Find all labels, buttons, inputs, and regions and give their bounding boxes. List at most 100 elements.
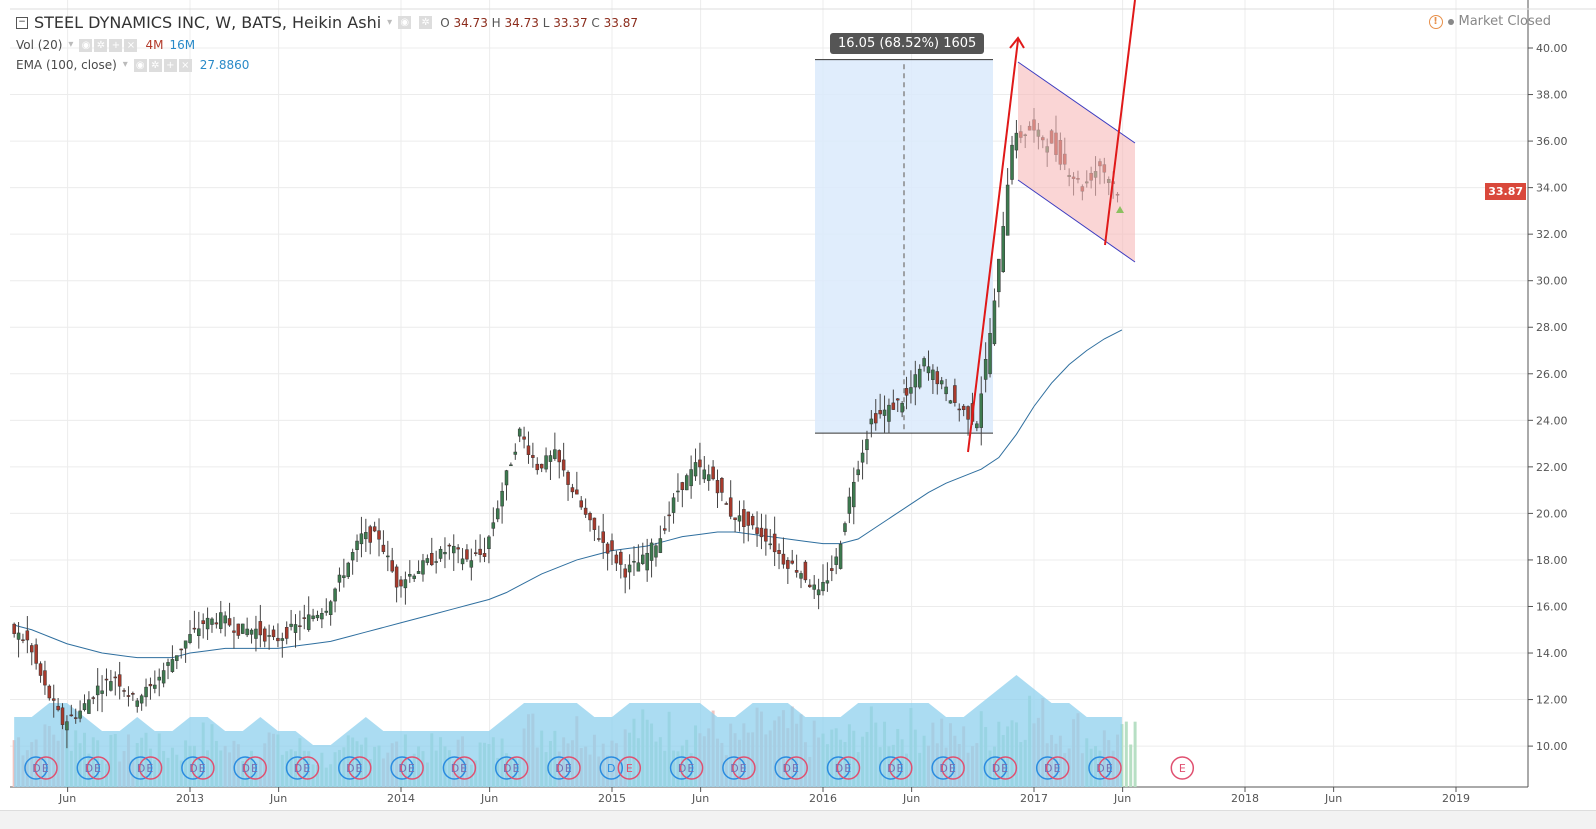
event-marker[interactable]: DE: [285, 756, 320, 780]
candle-body: [509, 464, 513, 467]
event-marker[interactable]: DE: [24, 756, 58, 780]
candle-body: [706, 474, 711, 481]
candle-body: [772, 533, 777, 553]
dividend-icon: [931, 756, 955, 780]
event-marker[interactable]: DE: [76, 756, 111, 780]
dividend-icon: [879, 756, 903, 780]
event-marker[interactable]: DE: [879, 756, 913, 780]
candle-body: [917, 368, 922, 388]
volume-legend[interactable]: Vol (20) ▾ ◉ ✲ + × 4M 16M: [16, 37, 195, 52]
candle-body: [895, 398, 900, 401]
event-marker[interactable]: DE: [722, 756, 756, 780]
event-marker[interactable]: DE: [983, 756, 1018, 780]
candle-body: [144, 686, 148, 698]
dividend-icon: [1035, 756, 1060, 780]
event-marker[interactable]: DE: [931, 756, 965, 780]
ema-line: [14, 329, 1123, 659]
candle-body: [456, 547, 460, 550]
eye-icon[interactable]: ◉: [79, 39, 93, 52]
ohlc-values: O 34.73 H 34.73 L 33.37 C 33.87: [440, 15, 638, 30]
candle-body: [825, 580, 830, 584]
x-tick-label: Jun: [902, 792, 920, 805]
event-marker[interactable]: DE: [442, 756, 477, 780]
event-marker[interactable]: E: [617, 756, 642, 780]
candle-body: [843, 523, 847, 532]
earnings-icon: [732, 756, 756, 780]
dividend-icon: [599, 756, 624, 780]
event-marker[interactable]: DE: [181, 756, 215, 780]
event-marker[interactable]: DE: [1035, 756, 1070, 780]
event-label: DE: [137, 762, 154, 775]
dividend-icon: [722, 756, 746, 780]
candle-body: [434, 561, 438, 563]
candle-body: [548, 455, 553, 462]
event-marker[interactable]: DE: [390, 756, 424, 780]
y-tick-label: 16.00: [1536, 600, 1568, 613]
candle-body: [544, 455, 548, 470]
candle-body: [794, 570, 799, 573]
event-marker[interactable]: DE: [233, 756, 267, 780]
candle-body: [188, 634, 192, 643]
dividend-icon: [547, 756, 571, 780]
candle-body: [175, 655, 179, 661]
candle-body: [183, 640, 188, 649]
candle-body: [364, 532, 368, 540]
candle-body: [522, 436, 526, 440]
candle-body: [73, 717, 78, 719]
symbol-legend[interactable]: − STEEL DYNAMICS INC, W, BATS, Heikin As…: [16, 13, 638, 32]
candle-body: [1010, 144, 1014, 180]
event-marker[interactable]: E: [1170, 756, 1195, 780]
candle-body: [570, 487, 575, 493]
eye-icon[interactable]: ◉: [398, 16, 412, 29]
candle-body: [715, 480, 720, 494]
collapse-icon[interactable]: −: [16, 16, 28, 29]
gear-icon[interactable]: ✲: [94, 39, 108, 52]
event-label: DE: [503, 762, 520, 775]
candle-body: [166, 662, 170, 666]
gear-icon[interactable]: ✲: [148, 59, 162, 72]
candle-body: [337, 574, 342, 583]
close-icon[interactable]: ×: [124, 39, 138, 52]
close-icon[interactable]: ×: [178, 59, 192, 72]
candle-body: [30, 645, 34, 653]
chevron-down-icon[interactable]: ▾: [68, 39, 74, 50]
candle-body: [148, 683, 153, 687]
candle-body: [412, 575, 416, 579]
chevron-down-icon[interactable]: ▾: [387, 17, 393, 28]
candle-body: [126, 695, 131, 697]
ema-legend[interactable]: EMA (100, close) ▾ ◉ ✲ + × 27.8860: [16, 57, 249, 72]
candle-body: [276, 637, 280, 642]
candle-body: [957, 408, 962, 411]
event-marker[interactable]: DE: [774, 756, 808, 780]
eye-icon[interactable]: ◉: [133, 59, 147, 72]
warning-icon: !: [1428, 14, 1443, 29]
candle-body: [438, 548, 443, 559]
candle-body: [377, 530, 381, 540]
candle-body: [671, 497, 676, 513]
chevron-down-icon[interactable]: ▾: [122, 59, 128, 70]
gear-icon[interactable]: ✲: [419, 16, 433, 29]
plus-icon[interactable]: +: [163, 59, 177, 72]
event-marker[interactable]: DE: [494, 756, 529, 780]
event-marker[interactable]: DE: [338, 756, 372, 780]
candle-body: [632, 560, 636, 563]
candle-body: [724, 503, 729, 505]
event-marker[interactable]: DE: [547, 756, 581, 780]
candle-body: [816, 589, 821, 596]
volume-ma-value: 16M: [169, 37, 196, 52]
event-marker[interactable]: DE: [826, 756, 861, 780]
event-marker[interactable]: D: [599, 756, 624, 780]
candle-body: [104, 678, 109, 681]
candle-body: [487, 536, 491, 550]
candle-body: [161, 670, 166, 684]
y-tick-label: 12.00: [1536, 694, 1568, 707]
event-marker[interactable]: DE: [669, 756, 704, 780]
event-marker[interactable]: DE: [1088, 756, 1122, 780]
plus-icon[interactable]: +: [109, 39, 123, 52]
candle-body: [504, 470, 509, 486]
x-tick-label: 2013: [176, 792, 204, 805]
candle-body: [359, 533, 364, 545]
event-marker[interactable]: DE: [128, 756, 163, 780]
candle-body: [355, 540, 359, 550]
